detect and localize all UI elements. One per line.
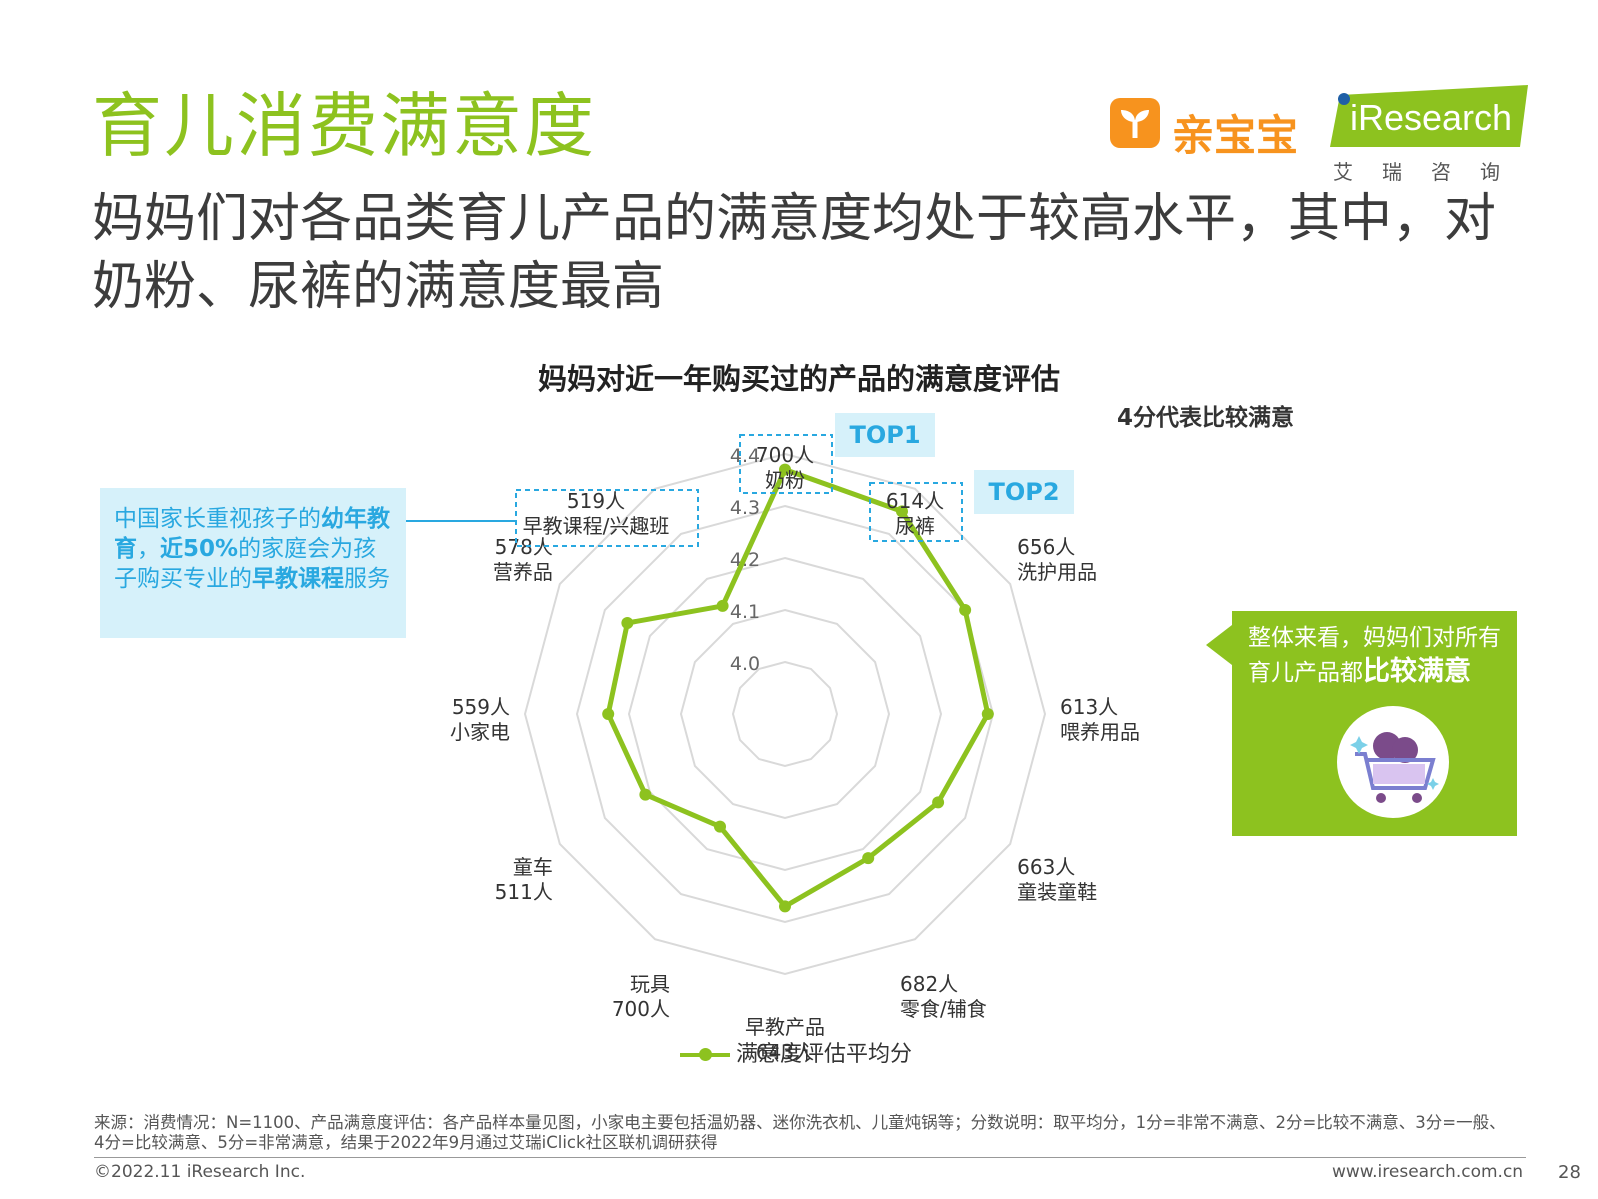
callout-bold: 近50% (160, 536, 239, 562)
data-point (602, 708, 615, 720)
top1-badge: TOP1 (835, 413, 935, 457)
data-point (959, 604, 972, 616)
category-label-line: 700人 (756, 443, 814, 467)
data-point (714, 820, 726, 833)
category-label-line: 营养品 (493, 560, 553, 584)
category-label-line: 奶粉 (765, 468, 805, 492)
category-label-line: 511人 (495, 880, 553, 904)
data-point (779, 900, 791, 913)
category-label-line: 喂养用品 (1060, 720, 1140, 744)
early-edu-box (515, 489, 699, 547)
category-label-line: 519人 (567, 489, 625, 513)
category-label-line: 尿裤 (895, 514, 935, 538)
top2-badge: TOP2 (974, 470, 1074, 514)
left-callout: 中国家长重视孩子的幼年教育，近50%的家庭会为孩子购买专业的早教课程服务 (100, 488, 406, 638)
data-point (862, 852, 875, 865)
right-callout: 整体来看，妈妈们对所有育儿产品都比较满意 (1206, 611, 1517, 836)
category-label-line: 小家电 (450, 720, 510, 744)
callout-text: ， (137, 536, 160, 562)
chart-note: 4分代表比较满意 (1117, 405, 1295, 431)
footer-source: 来源：消费情况：N=1100、产品满意度评估：各产品样本量见图，小家电主要包括温… (94, 1113, 1506, 1152)
sprout-icon (1110, 98, 1160, 148)
chart-legend: 满意度评估平均分 (680, 1036, 912, 1068)
data-point (621, 617, 634, 629)
category-label-line: 童车 (513, 855, 553, 879)
legend-swatch (680, 1048, 730, 1061)
axis-tick-label: 4.3 (730, 497, 760, 519)
callout-bold: 幼年教育 (114, 506, 390, 562)
iresearch-logo-text: iResearch (1350, 97, 1513, 138)
data-point (716, 599, 729, 612)
iresearch-logo-subtext: 艾瑞咨询 (1333, 160, 1529, 184)
category-label-line: 578人 (495, 535, 553, 559)
grid-ring (627, 556, 943, 872)
axis-tick-label: 4.4 (730, 445, 760, 467)
grid-ring (679, 608, 891, 820)
category-label-line: 614人 (886, 489, 944, 513)
chart-title: 妈妈对近一年购买过的产品的满意度评估 (537, 362, 1060, 396)
category-label-line: 童装童鞋 (1017, 880, 1097, 904)
grid-ring (731, 660, 839, 768)
callout-text: 的家庭会为孩子购买专业的 (114, 536, 377, 592)
callout-bold: 比较满意 (1363, 656, 1471, 687)
axis-tick-label: 4.1 (730, 601, 760, 623)
right-callout-text: 整体来看，妈妈们对所有育儿产品都比较满意 (1248, 621, 1510, 690)
category-label-line: 早教课程/兴趣班 (523, 514, 670, 538)
axis-tick-label: 4.0 (730, 653, 760, 675)
page-subtitle: 妈妈们对各品类育儿产品的满意度均处于较高水平，其中，对奶粉、尿裤的满意度最高 (92, 189, 1497, 317)
legend-label: 满意度评估平均分 (736, 1042, 913, 1067)
category-label-line: 玩具 (630, 972, 670, 996)
callout-text: 中国家长重视孩子的 (114, 506, 321, 532)
category-label-line: 656人 (1017, 535, 1075, 559)
grid-ring (575, 504, 995, 924)
category-label-line: 663人 (1017, 855, 1075, 879)
category-label-line: 613人 (1060, 695, 1118, 719)
qinbaobao-logo-text: 亲宝宝 (1172, 111, 1299, 160)
page-number: 28 (1558, 1162, 1581, 1183)
data-point (981, 708, 994, 720)
data-point (896, 505, 908, 518)
callout-text: 整体来看，妈妈们对所有育儿产品都 (1248, 625, 1501, 686)
category-label-line: 700人 (612, 997, 670, 1021)
data-point (779, 463, 791, 476)
data-point (639, 788, 652, 801)
iresearch-logo: iResearch (1330, 85, 1528, 147)
category-label-line: 559人 (452, 695, 510, 719)
page-title: 育儿消费满意度 (92, 85, 596, 167)
category-label-line: 洗护用品 (1017, 560, 1097, 584)
data-point (932, 796, 945, 809)
callout-bold: 早教课程 (252, 566, 344, 592)
shopping-cart-icon (1337, 706, 1449, 818)
category-label-line: 643人 (756, 1040, 814, 1064)
callout-arrow (1206, 625, 1232, 665)
callout-text: 服务 (344, 566, 390, 592)
top2-box (869, 482, 963, 542)
footer-url: www.iresearch.com.cn (1332, 1162, 1524, 1182)
top1-box (739, 434, 833, 494)
category-label-line: 682人 (900, 972, 958, 996)
category-label-line: 早教产品 (745, 1015, 825, 1039)
grid-ring (523, 452, 1047, 976)
footer-copyright: ©2022.11 iResearch Inc. (94, 1162, 306, 1182)
footer-divider (94, 1157, 1526, 1158)
category-label-line: 零食/辅食 (900, 997, 987, 1021)
